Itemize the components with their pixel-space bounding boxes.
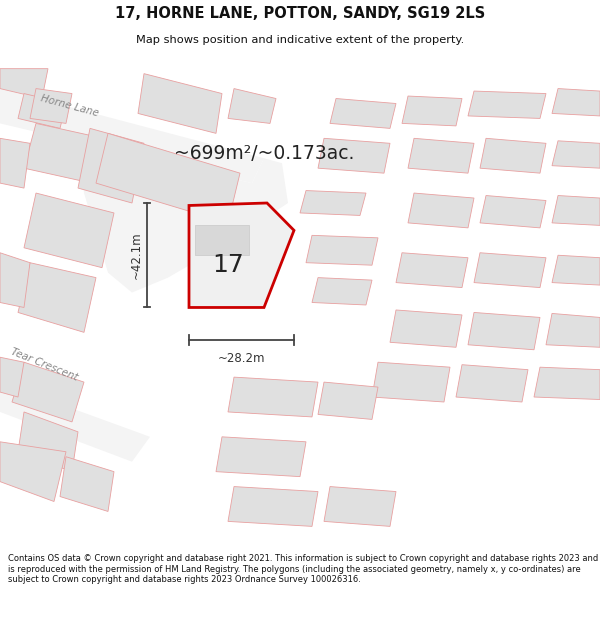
Polygon shape <box>228 487 318 526</box>
Polygon shape <box>195 226 249 255</box>
Polygon shape <box>468 312 540 350</box>
Polygon shape <box>318 138 390 173</box>
Polygon shape <box>408 138 474 173</box>
Polygon shape <box>480 138 546 173</box>
Polygon shape <box>312 278 372 305</box>
Polygon shape <box>390 310 462 348</box>
Polygon shape <box>30 89 72 123</box>
Polygon shape <box>24 123 126 188</box>
Polygon shape <box>0 382 150 462</box>
Polygon shape <box>0 89 264 183</box>
Text: Map shows position and indicative extent of the property.: Map shows position and indicative extent… <box>136 35 464 45</box>
Polygon shape <box>216 437 306 477</box>
Polygon shape <box>402 96 462 126</box>
Polygon shape <box>330 99 396 128</box>
Polygon shape <box>60 457 114 511</box>
Text: Horne Lane: Horne Lane <box>39 93 100 119</box>
Polygon shape <box>306 236 378 265</box>
Polygon shape <box>228 377 318 417</box>
Polygon shape <box>552 89 600 116</box>
Polygon shape <box>318 382 378 419</box>
Polygon shape <box>0 138 30 188</box>
Polygon shape <box>78 128 144 203</box>
Polygon shape <box>480 196 546 228</box>
Polygon shape <box>546 314 600 348</box>
Text: 17, HORNE LANE, POTTON, SANDY, SG19 2LS: 17, HORNE LANE, POTTON, SANDY, SG19 2LS <box>115 6 485 21</box>
Text: 17: 17 <box>212 253 244 278</box>
Polygon shape <box>468 91 546 118</box>
Polygon shape <box>474 253 546 288</box>
Polygon shape <box>0 253 30 308</box>
Polygon shape <box>456 364 528 402</box>
Polygon shape <box>552 255 600 285</box>
Text: Tear Crescent: Tear Crescent <box>9 347 79 382</box>
Polygon shape <box>18 412 78 472</box>
Polygon shape <box>0 442 66 501</box>
Text: ~28.2m: ~28.2m <box>218 352 265 365</box>
Polygon shape <box>300 191 366 216</box>
Polygon shape <box>396 253 468 288</box>
Polygon shape <box>228 89 276 123</box>
Polygon shape <box>18 262 96 332</box>
Polygon shape <box>372 362 450 402</box>
Polygon shape <box>138 74 222 133</box>
Polygon shape <box>24 193 114 268</box>
Polygon shape <box>96 133 240 223</box>
Polygon shape <box>189 203 294 308</box>
Text: ~699m²/~0.173ac.: ~699m²/~0.173ac. <box>174 144 354 162</box>
Polygon shape <box>552 141 600 168</box>
Polygon shape <box>18 94 66 128</box>
Polygon shape <box>324 487 396 526</box>
Polygon shape <box>534 367 600 399</box>
Polygon shape <box>0 69 48 99</box>
Text: ~42.1m: ~42.1m <box>130 231 143 279</box>
Polygon shape <box>0 357 24 397</box>
Polygon shape <box>408 193 474 228</box>
Polygon shape <box>552 196 600 226</box>
Text: Contains OS data © Crown copyright and database right 2021. This information is : Contains OS data © Crown copyright and d… <box>8 554 598 584</box>
Polygon shape <box>12 362 84 422</box>
Polygon shape <box>78 143 288 292</box>
